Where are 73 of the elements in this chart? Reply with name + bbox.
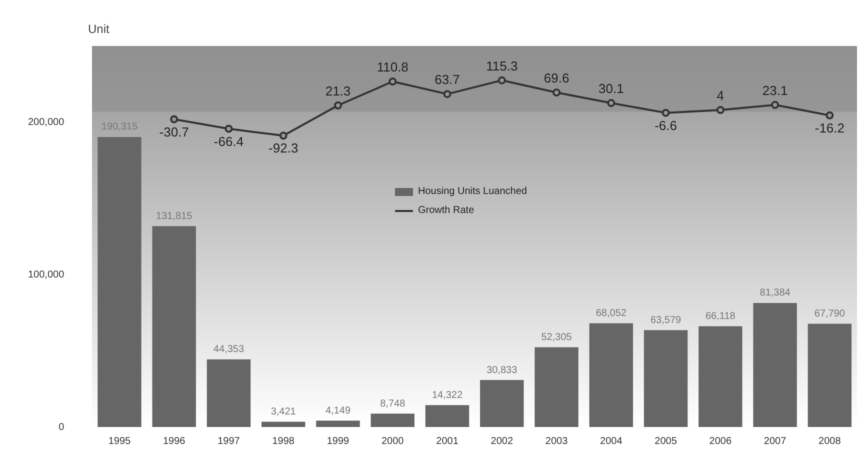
point [498,76,506,84]
x-tick-label: 2001 [436,436,459,447]
x-tick-label: 2006 [709,436,732,447]
point [170,115,178,124]
point [552,88,561,96]
data-label: 63.7 [434,72,460,88]
data-label: 4,149 [325,405,351,416]
point [607,99,616,108]
data-label: 66,118 [705,310,736,322]
data-label: 110.8 [376,60,408,75]
bar [98,136,142,427]
point [334,101,342,110]
point [224,124,233,133]
data-label: 3,421 [270,406,296,418]
data-label: 52,305 [541,332,572,344]
data-label: 14,322 [432,390,463,401]
data-label: 69.6 [544,70,570,86]
data-label: -92.3 [268,140,298,156]
point [662,108,670,117]
bar [152,226,196,427]
x-tick-label: 2005 [654,436,678,447]
bar [480,380,524,427]
point [388,78,397,86]
bar [753,302,797,427]
x-tick-label: 2007 [764,436,787,447]
data-label: 115.3 [486,58,518,74]
bar [425,405,470,427]
x-tick-label: 2000 [382,436,404,447]
bar [644,330,688,427]
x-tick-label: 1998 [272,436,295,447]
bar [262,422,306,427]
data-label: 30.1 [598,81,624,96]
y-tick-label: 200,000 [28,116,65,128]
point [443,90,452,98]
x-tick-label: 1995 [108,436,132,447]
bar [589,323,634,427]
x-tick-label: 2003 [545,436,568,447]
point [279,132,288,140]
x-tick-label: 2004 [600,436,623,447]
y-tick-label: 100,000 [28,269,65,280]
data-label: -66.4 [214,134,244,149]
data-label: 4 [716,88,724,104]
legend-label: Housing Units Luanched [418,186,527,197]
data-label: 23.1 [762,82,788,98]
bar [370,414,414,427]
data-label: 30,833 [486,364,518,376]
y-tick-label: 0 [58,422,65,433]
data-label: 44,353 [213,344,244,356]
data-label: 21.3 [325,83,351,98]
x-tick-label: 2008 [818,436,842,447]
bar [316,420,360,427]
data-label: -6.6 [654,118,677,133]
point [826,111,834,120]
data-label: 63,579 [650,314,682,326]
data-label: 68,052 [596,308,627,320]
data-label: 81,384 [760,288,791,299]
x-tick-label: 1999 [326,436,350,447]
x-tick-label: 1996 [162,436,186,447]
x-tick-label: 1997 [218,436,240,447]
data-label: 8,748 [380,398,406,410]
x-tick-label: 2002 [490,436,514,447]
bar [698,326,742,427]
data-label: -30.7 [159,124,189,140]
data-label: 67,790 [814,308,846,320]
bar [534,347,578,427]
y-axis-title: Unit [88,22,110,36]
point [771,100,780,109]
data-label: -16.2 [814,120,845,136]
bar [206,359,251,427]
data-label: 131,815 [156,210,193,222]
bar [808,324,852,427]
legend-label: Growth Rate [418,205,474,216]
point [716,106,724,114]
